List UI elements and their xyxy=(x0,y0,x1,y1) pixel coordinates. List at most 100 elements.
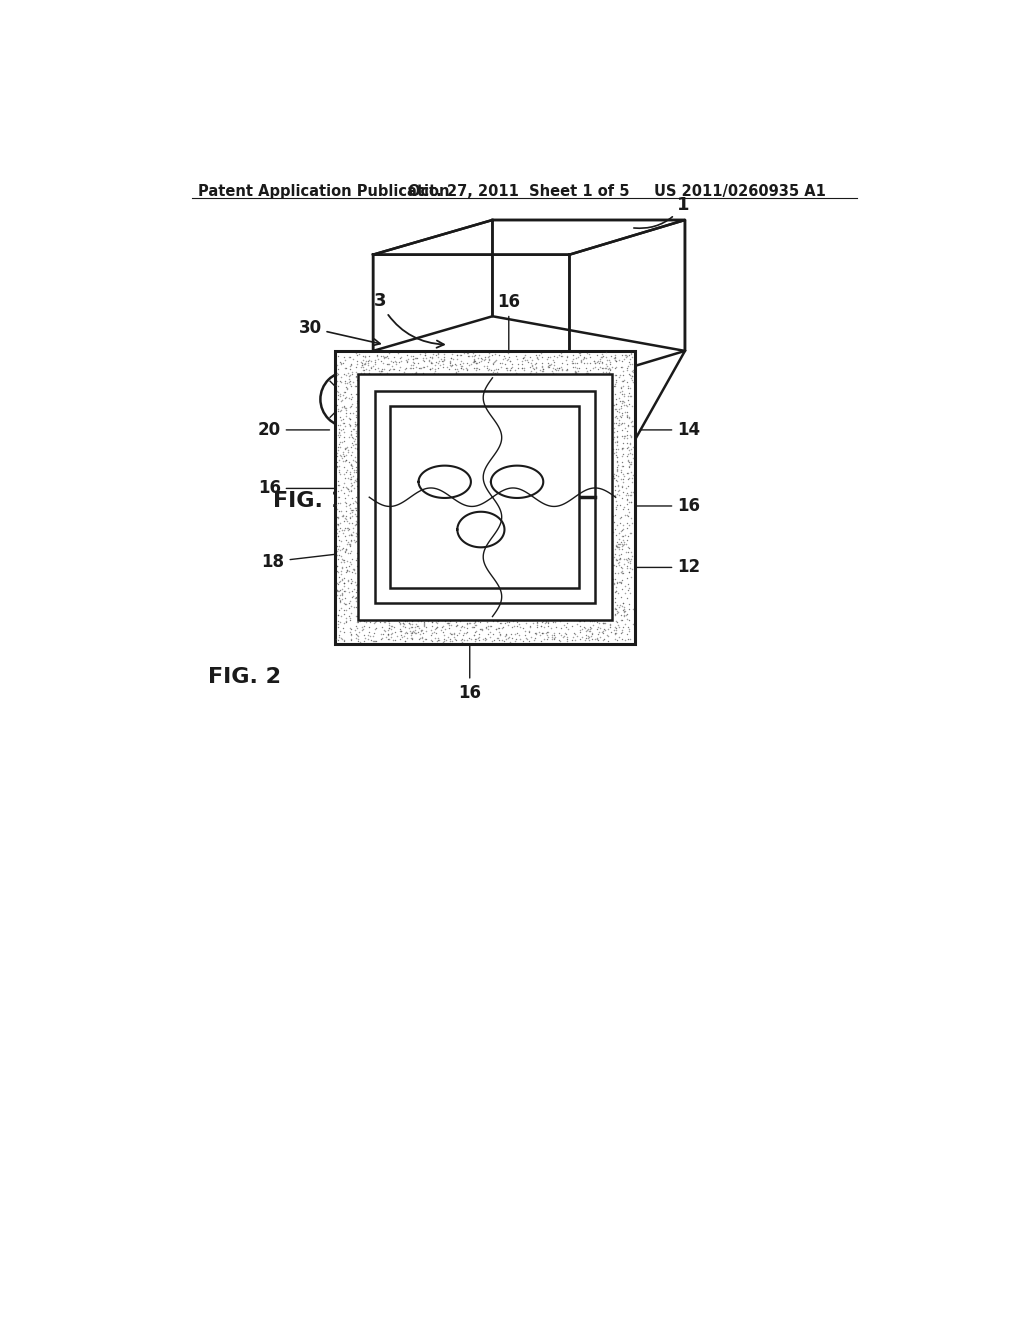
Point xyxy=(392,544,409,565)
Point xyxy=(612,512,629,533)
Point xyxy=(341,387,357,408)
Point xyxy=(355,602,372,623)
Point xyxy=(607,399,624,420)
Bar xyxy=(375,391,595,603)
Point xyxy=(415,541,431,562)
Point xyxy=(591,462,607,483)
Point xyxy=(559,586,575,607)
Point xyxy=(507,609,523,630)
Point xyxy=(412,480,428,502)
Point xyxy=(337,370,353,391)
Point xyxy=(422,556,438,577)
Point xyxy=(456,510,472,531)
Point xyxy=(596,590,612,611)
Point xyxy=(509,404,525,425)
Point xyxy=(526,458,543,479)
Point xyxy=(421,564,437,585)
Point xyxy=(383,602,399,623)
Point xyxy=(354,520,371,541)
Point xyxy=(358,404,375,425)
Point xyxy=(485,362,502,383)
Point xyxy=(461,461,477,482)
Point xyxy=(404,384,421,405)
Circle shape xyxy=(446,436,502,491)
Point xyxy=(520,539,537,560)
Point xyxy=(606,347,623,368)
Point xyxy=(364,561,380,582)
Point xyxy=(598,438,614,459)
Point xyxy=(436,469,453,490)
Point xyxy=(538,610,554,631)
Point xyxy=(415,504,431,525)
Point xyxy=(466,348,482,370)
Point xyxy=(515,616,531,638)
Point xyxy=(369,374,385,395)
Point xyxy=(571,342,588,363)
Point xyxy=(614,525,631,546)
Point xyxy=(500,484,516,506)
Point xyxy=(527,445,544,466)
Point xyxy=(397,560,414,581)
Point xyxy=(528,492,545,513)
Point xyxy=(616,576,633,597)
Point xyxy=(623,426,639,447)
Point xyxy=(424,364,440,385)
Point xyxy=(343,553,359,574)
Point xyxy=(557,366,573,387)
Point xyxy=(487,440,504,461)
Point xyxy=(368,630,384,651)
Point xyxy=(609,536,626,557)
Point xyxy=(589,467,605,488)
Point xyxy=(611,479,628,500)
Point xyxy=(438,504,455,525)
Point xyxy=(588,418,604,440)
Point xyxy=(337,488,353,510)
Point xyxy=(510,494,526,515)
Point xyxy=(621,375,637,396)
Point xyxy=(589,517,605,539)
Point xyxy=(354,554,371,576)
Point xyxy=(333,552,349,573)
Point xyxy=(507,607,523,628)
Point xyxy=(401,378,418,399)
Point xyxy=(614,562,631,583)
Point xyxy=(423,619,439,640)
Point xyxy=(476,605,493,626)
Point xyxy=(545,350,561,371)
Point xyxy=(525,543,542,564)
Point xyxy=(504,628,520,649)
Point xyxy=(515,379,531,400)
Point xyxy=(543,403,559,424)
Point xyxy=(590,430,606,451)
Point xyxy=(349,470,366,491)
Point xyxy=(467,405,483,426)
Point xyxy=(443,345,460,366)
Point xyxy=(415,488,431,510)
Point xyxy=(621,548,637,569)
Point xyxy=(469,517,485,539)
Point xyxy=(575,566,592,587)
Point xyxy=(509,383,525,404)
Point xyxy=(498,623,514,644)
Point xyxy=(553,537,569,558)
Point xyxy=(559,463,575,484)
Point xyxy=(428,557,444,578)
Point xyxy=(343,624,359,645)
Point xyxy=(608,576,625,597)
Point xyxy=(349,548,366,569)
Point xyxy=(412,409,428,430)
Point xyxy=(429,506,445,527)
Point xyxy=(513,512,529,533)
Point xyxy=(504,591,520,612)
Point xyxy=(438,543,455,564)
Point xyxy=(329,364,345,385)
Point xyxy=(600,523,616,544)
Point xyxy=(436,347,453,368)
Point xyxy=(588,529,604,550)
Point xyxy=(416,543,432,564)
Point xyxy=(367,630,383,651)
Point xyxy=(362,470,379,491)
Point xyxy=(359,549,376,570)
Point xyxy=(489,524,506,545)
Point xyxy=(467,578,483,599)
